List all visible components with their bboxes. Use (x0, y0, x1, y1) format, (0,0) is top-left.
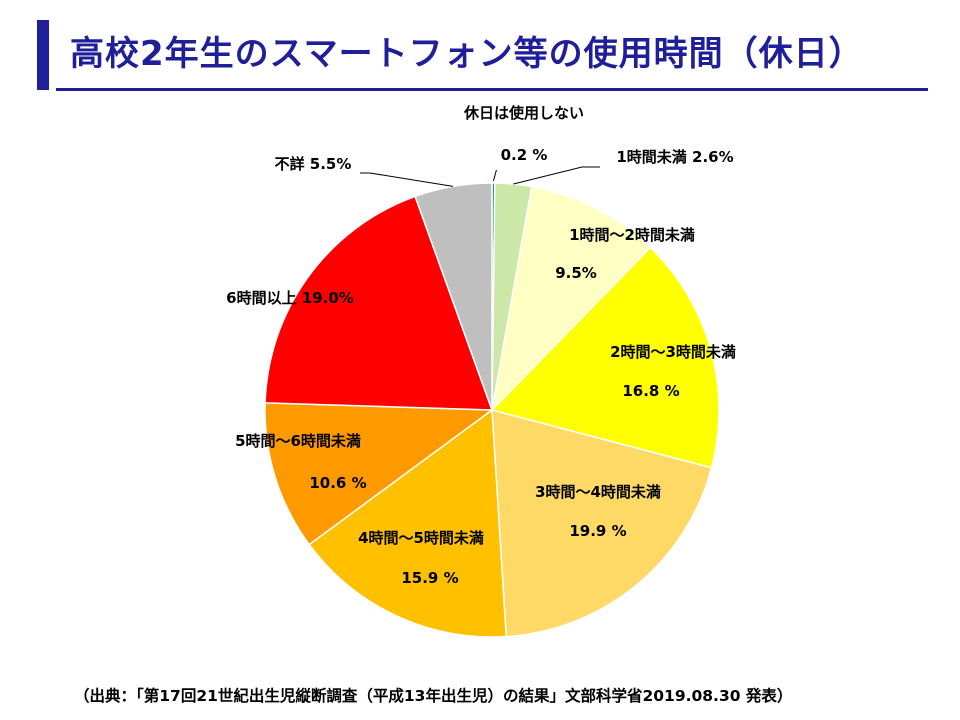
leader-line-1 (492, 169, 497, 182)
slice-value-label-5: 19.9 % (569, 522, 626, 540)
slice-name-label-6: 4時間～5時間未満 (358, 529, 484, 547)
pie-slice-4 (490, 246, 720, 469)
slice-name-label-1: 休日は使用しない (463, 104, 584, 122)
pie-slice-3 (490, 185, 652, 413)
leader-line-9 (360, 172, 454, 187)
pie-slice-8 (264, 195, 494, 411)
page-title: 高校2年生のスマートフォン等の使用時間（休日） (70, 34, 864, 74)
leader-line-2 (513, 166, 600, 185)
title-accent-bar (37, 20, 49, 90)
slice-value-label-7: 10.6 % (309, 474, 366, 492)
pie-slice-7 (264, 402, 495, 546)
pie-slice-5 (491, 409, 713, 638)
slice-name-label-4: 2時間～3時間未満 (610, 343, 736, 361)
pie-slices (264, 182, 720, 638)
slice-label-9: 不詳 5.5% (275, 155, 352, 173)
slice-value-label-6: 15.9 % (401, 569, 458, 587)
pie-slice-9 (414, 182, 493, 411)
slice-value-label-3: 9.5% (555, 264, 597, 282)
slice-value-label-1: 0.2 % (501, 146, 548, 164)
slice-value-label-4: 16.8 % (622, 382, 679, 400)
title-underline (56, 88, 928, 91)
slice-labels: 休日は使用しない 0.2 % 1時間未満 2.6% 1時間～2時間未満 9.5% 2時間～… (226, 104, 736, 587)
pie-slice-6 (308, 408, 508, 638)
slice-name-label-3: 1時間～2時間未満 (569, 226, 695, 244)
leader-lines (360, 166, 600, 187)
slice-label-2: 1時間未満 2.6% (616, 148, 733, 166)
source-citation: （出典：「第17回21世紀出生児縦断調査（平成13年出生児）の結果」文部科学省2… (74, 687, 793, 705)
slice-name-label-5: 3時間～4時間未満 (535, 483, 661, 501)
slice-name-label-7: 5時間～6時間未満 (235, 432, 361, 450)
slice-label-8: 6時間以上 19.0% (226, 289, 354, 307)
